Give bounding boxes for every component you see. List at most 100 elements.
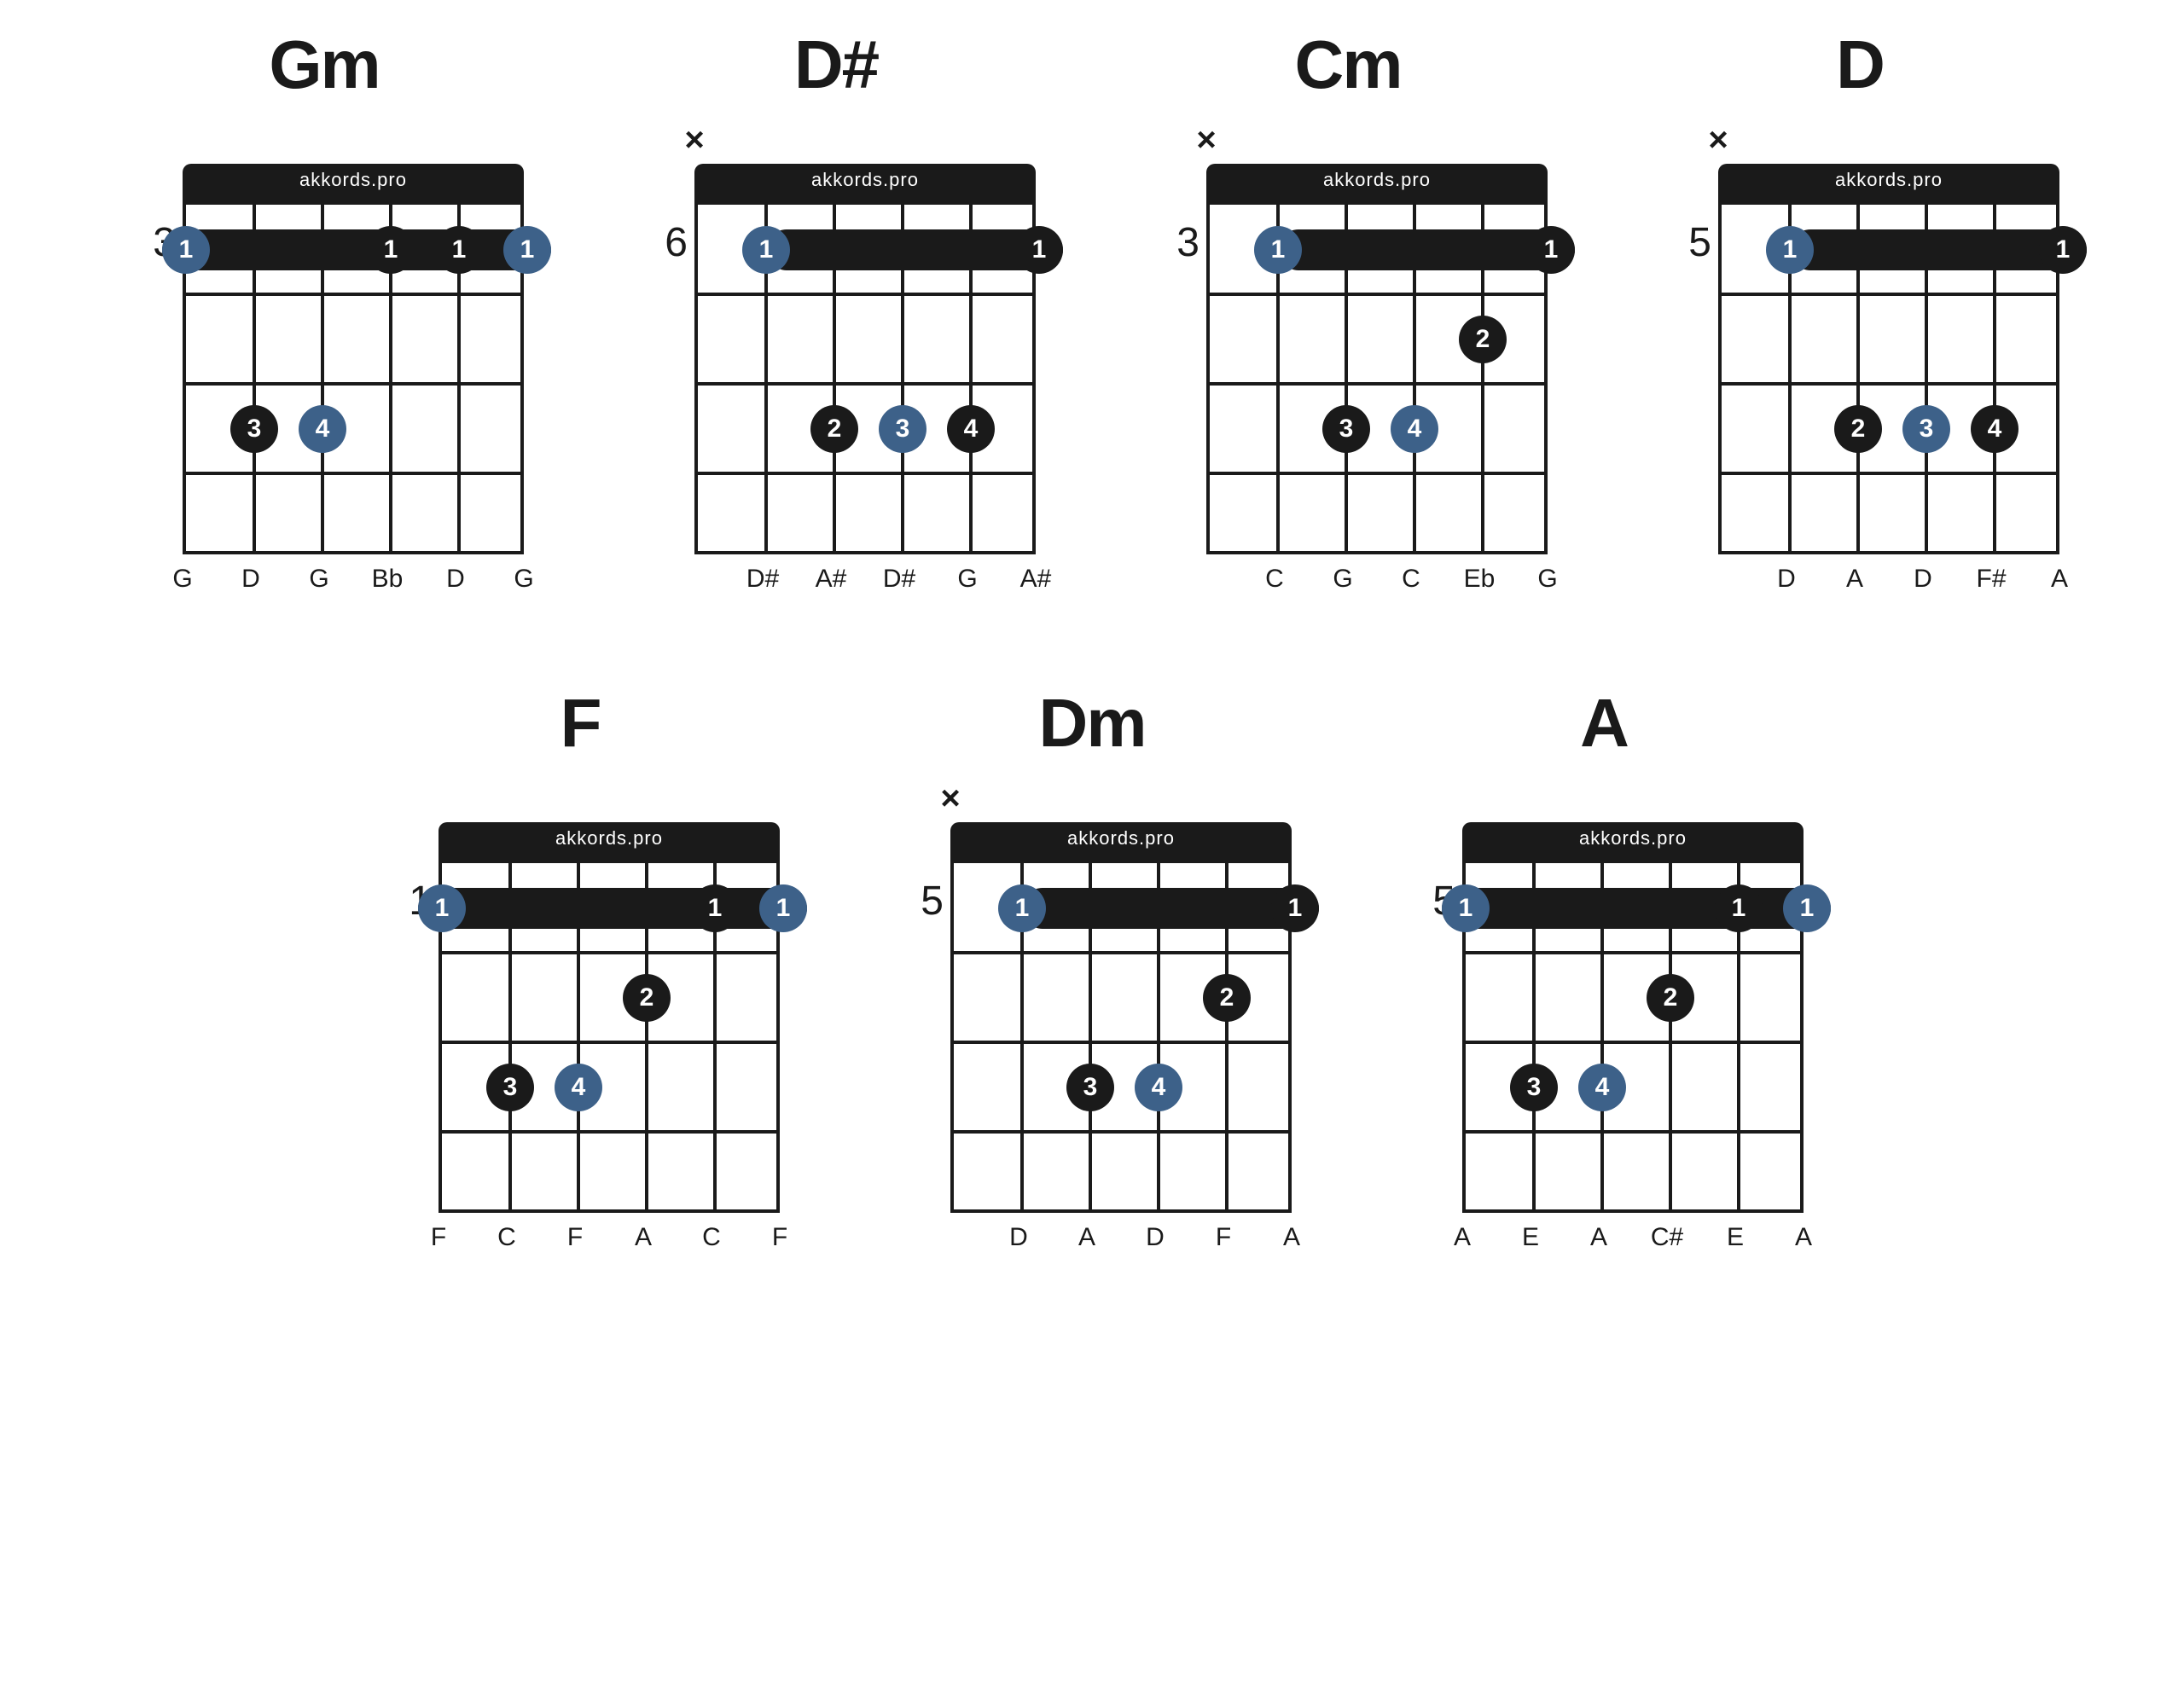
finger-dot: 4 <box>1135 1064 1182 1111</box>
chord-name: D# <box>794 26 878 104</box>
notes-row: CGCEbG <box>1206 565 1548 599</box>
mute-marker: × <box>1196 121 1216 159</box>
note-label: D# <box>746 565 779 594</box>
board: ×akkords.pro11234DADFA <box>950 780 1292 1257</box>
finger-dot: 1 <box>1715 884 1763 932</box>
note-label: G <box>957 565 977 594</box>
finger-dot: 1 <box>2039 226 2087 274</box>
finger-dot: 1 <box>435 226 483 274</box>
fret-line <box>1722 472 2056 475</box>
fret-line <box>954 951 1288 954</box>
note-label: Bb <box>372 565 404 594</box>
note-label: D <box>446 565 465 594</box>
note-label: A <box>1795 1223 1812 1252</box>
fret-line <box>1722 382 2056 386</box>
fret-line <box>1210 382 1544 386</box>
note-label: C <box>1402 565 1420 594</box>
chord-row-2: F1akkords.pro111234FCFACFDm5×akkords.pro… <box>17 684 2167 1257</box>
watermark: akkords.pro <box>183 164 524 196</box>
fret-line <box>1210 293 1544 296</box>
fret-line <box>954 1130 1288 1134</box>
start-fret-label: 3 <box>1148 219 1199 266</box>
fretboard: 111234 <box>1462 855 1804 1213</box>
mute-row <box>183 121 524 164</box>
mute-row: × <box>1206 121 1548 164</box>
diagram-wrap: 3akkords.pro111134GDGBbDG <box>125 121 524 599</box>
watermark: akkords.pro <box>1718 164 2059 196</box>
mute-row <box>439 780 780 822</box>
barre <box>1442 888 1831 929</box>
note-label: D# <box>883 565 915 594</box>
notes-row: DADFA <box>950 1223 1292 1257</box>
fretboard: 11234 <box>1206 196 1548 554</box>
finger-dot: 4 <box>299 405 346 453</box>
chord-row-1: Gm3akkords.pro111134GDGBbDGD#6×akkords.p… <box>17 26 2167 599</box>
note-label: G <box>1537 565 1557 594</box>
note-label: D <box>241 565 260 594</box>
fret-line <box>698 382 1032 386</box>
note-label: G <box>309 565 328 594</box>
board: akkords.pro111234FCFACF <box>439 780 780 1257</box>
diagram-wrap: 1akkords.pro111234FCFACF <box>380 780 780 1257</box>
note-label: A <box>635 1223 652 1252</box>
finger-dot: 1 <box>1527 226 1575 274</box>
finger-dot: 2 <box>1647 974 1694 1022</box>
mute-row <box>1462 780 1804 822</box>
finger-dot: 3 <box>1510 1064 1558 1111</box>
mute-row: × <box>950 780 1292 822</box>
finger-dot: 4 <box>555 1064 602 1111</box>
finger-dot: 4 <box>1391 405 1438 453</box>
note-label: Eb <box>1464 565 1496 594</box>
note-label: A# <box>1020 565 1052 594</box>
note-label: D <box>1914 565 1932 594</box>
mute-marker: × <box>940 780 960 818</box>
fretboard: 11234 <box>1718 196 2059 554</box>
finger-dot: 1 <box>503 226 551 274</box>
note-label: A <box>1454 1223 1471 1252</box>
finger-dot: 1 <box>1254 226 1302 274</box>
finger-dot: 1 <box>998 884 1046 932</box>
finger-dot: 3 <box>879 405 926 453</box>
note-label: F <box>431 1223 446 1252</box>
board: ×akkords.pro11234DADF#A <box>1718 121 2059 599</box>
note-label: C# <box>1651 1223 1683 1252</box>
note-label: A <box>1283 1223 1300 1252</box>
finger-dot: 2 <box>1834 405 1882 453</box>
finger-dot: 1 <box>691 884 739 932</box>
notes-row: D#A#D#GA# <box>694 565 1036 599</box>
note-label: F# <box>1976 565 2006 594</box>
chord-diagram: Dm5×akkords.pro11234DADFA <box>870 684 1314 1257</box>
finger-dot: 1 <box>367 226 415 274</box>
finger-dot: 3 <box>230 405 278 453</box>
chord-diagram: Cm3×akkords.pro11234CGCEbG <box>1126 26 1570 599</box>
finger-dot: 1 <box>742 226 790 274</box>
note-label: A <box>1846 565 1863 594</box>
diagram-wrap: 5×akkords.pro11234DADFA <box>892 780 1292 1257</box>
note-label: G <box>514 565 533 594</box>
note-label: E <box>1522 1223 1539 1252</box>
diagram-wrap: 6×akkords.pro11234D#A#D#GA# <box>636 121 1036 599</box>
board: ×akkords.pro11234CGCEbG <box>1206 121 1548 599</box>
start-fret-label: 5 <box>892 878 944 925</box>
watermark: akkords.pro <box>1462 822 1804 855</box>
fret-line <box>1210 472 1544 475</box>
chord-name: Cm <box>1295 26 1402 104</box>
finger-dot: 3 <box>1066 1064 1114 1111</box>
note-label: D <box>1146 1223 1165 1252</box>
chord-grid: Gm3akkords.pro111134GDGBbDGD#6×akkords.p… <box>17 26 2167 1257</box>
notes-row: DADF#A <box>1718 565 2059 599</box>
watermark: akkords.pro <box>1206 164 1548 196</box>
finger-dot: 4 <box>1578 1064 1626 1111</box>
barre <box>162 229 551 270</box>
chord-diagram: D5×akkords.pro11234DADF#A <box>1638 26 2082 599</box>
diagram-wrap: 3×akkords.pro11234CGCEbG <box>1148 121 1548 599</box>
note-label: A <box>1078 1223 1095 1252</box>
note-label: C <box>1265 565 1284 594</box>
chord-name: D <box>1836 26 1884 104</box>
chord-name: Dm <box>1039 684 1146 763</box>
chord-name: A <box>1580 684 1628 763</box>
note-label: A <box>2051 565 2068 594</box>
fret-line <box>1466 951 1800 954</box>
chord-diagram: D#6×akkords.pro11234D#A#D#GA# <box>614 26 1058 599</box>
board: akkords.pro111234AEAC#EA <box>1462 780 1804 1257</box>
